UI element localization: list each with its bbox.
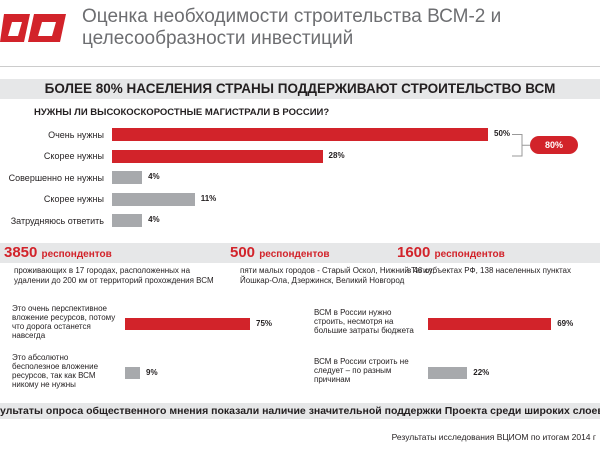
value-label: 28% (328, 150, 345, 160)
value-label: 4% (148, 172, 160, 181)
bar (112, 128, 488, 141)
value-label: 69% (557, 319, 574, 328)
annotation: 80% (530, 136, 578, 155)
bar (125, 318, 250, 330)
respondent-description: проживающих в 17 городах, расположенных … (14, 266, 214, 285)
title-line: целесообразности инвестиций (82, 28, 354, 49)
category-label: Это абсолютно бесполезное вложение ресур… (12, 352, 99, 390)
unit: респондентов (41, 249, 112, 260)
count: 500 (230, 244, 256, 261)
bar (112, 214, 143, 227)
divider (0, 66, 600, 67)
category-label: ВСМ в России строить не следует – по раз… (314, 357, 409, 385)
unit: респондентов (259, 249, 330, 260)
respondent-count: 3850 респондентов (4, 244, 112, 261)
value-label: 75% (256, 319, 273, 328)
value-label: 50% (494, 129, 511, 138)
logo (0, 14, 66, 42)
value-label: 11% (200, 193, 217, 203)
category-label: Затрудняюсь ответить (10, 215, 104, 226)
respondents-band (0, 243, 600, 263)
category-label: ВСМ в России нужно строить, несмотря на … (314, 308, 414, 336)
value-label: 9% (146, 368, 158, 377)
banner: БОЛЕЕ 80% НАСЕЛЕНИЯ СТРАНЫ ПОДДЕРЖИВАЮТ … (0, 79, 600, 99)
count: 3850 (4, 244, 38, 261)
category-label: Скорее нужны (43, 151, 104, 161)
conclusion: ультаты опроса общественного мнения пока… (0, 403, 600, 419)
count: 1600 (397, 244, 431, 261)
value-label: 22% (473, 368, 490, 377)
unit: респондентов (434, 249, 505, 260)
category-label: Это очень перспективное вложение ресурсо… (12, 303, 116, 341)
respondent-count: 500 респондентов (230, 244, 329, 261)
respondent-description: пяти малых городов - Старый Оскол, Нижни… (240, 266, 435, 285)
bar (112, 192, 195, 206)
title-line: Оценка необходимости строительства ВСМ-2… (82, 6, 502, 27)
category-label: Очень нужны (48, 129, 104, 140)
bar (112, 171, 143, 184)
bar (125, 367, 140, 379)
source: Результаты исследования ВЦИОМ по итогам … (391, 432, 596, 442)
chart-title: НУЖНЫ ЛИ ВЫСОКОСКОРОСТНЫЕ МАГИСТРАЛИ В Р… (34, 107, 330, 118)
respondent-description: в 46 субъектах РФ, 138 населенных пункта… (407, 266, 571, 275)
value-label: 4% (148, 215, 160, 224)
category-label: Скорее нужны (43, 194, 104, 204)
respondent-count: 1600 респондентов (397, 244, 505, 261)
bar (428, 367, 468, 379)
category-label: Совершенно не нужны (8, 172, 104, 183)
bar (428, 318, 552, 330)
bar (112, 149, 323, 163)
title: Оценка необходимости строительства ВСМ-2… (82, 6, 501, 50)
